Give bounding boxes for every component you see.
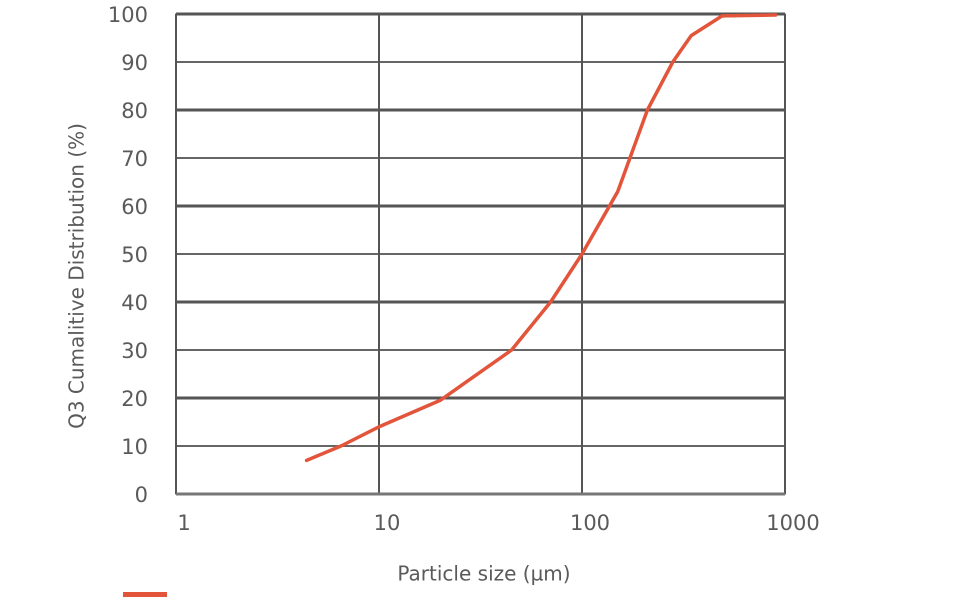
y-tick-label: 40 [121,291,148,315]
legend-swatch [123,592,167,597]
y-tick-label: 50 [121,243,148,267]
data-line [304,13,778,463]
y-tick-label: 60 [121,195,148,219]
y-tick-label: 90 [121,51,148,75]
y-tick-label: 10 [121,435,148,459]
y-tick-label: 100 [108,3,148,27]
x-tick-label: 100 [570,511,610,535]
x-tick-label: 1000 [766,511,819,535]
y-tick-label: 70 [121,147,148,171]
y-tick-label: 30 [121,339,148,363]
x-tick-label: 1 [177,511,190,535]
y-tick-label: 0 [135,483,148,507]
x-tick-label: 10 [374,511,401,535]
x-axis-title: Particle size (µm) [397,562,570,586]
y-tick-label: 20 [121,387,148,411]
y-axis-title: Q3 Cumalitive Distribution (%) [65,123,89,429]
y-tick-label: 80 [121,99,148,123]
